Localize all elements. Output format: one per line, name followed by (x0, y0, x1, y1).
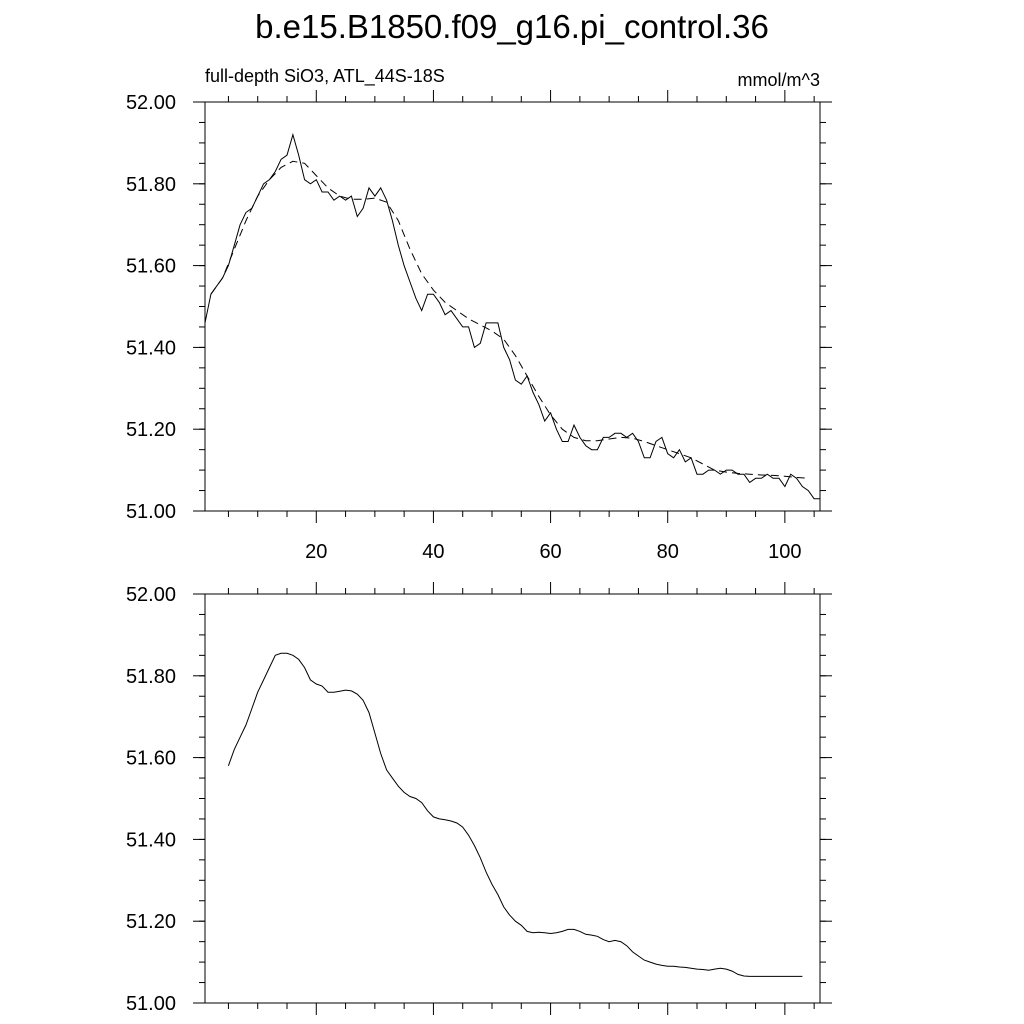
top-x-tick-label: 60 (539, 541, 561, 563)
top-plot-frame (204, 101, 821, 512)
bottom-panel: 51.00 51.20 51.40 51.60 51.80 52.00 (126, 582, 832, 1015)
top-y-tick-label: 51.20 (126, 419, 176, 441)
bottom-y-tick-label: 51.80 (126, 666, 176, 688)
top-y-tick-label: 51.60 (126, 256, 176, 278)
top-y-tick-label: 51.80 (126, 174, 176, 196)
top-x-tick-label: 20 (305, 541, 327, 563)
chart-title: b.e15.B1850.f09_g16.pi_control.36 (255, 8, 769, 45)
bottom-y-tick-label: 51.00 (126, 993, 176, 1015)
top-series-solid-line (204, 132, 820, 500)
top-x-tick-label: 40 (422, 541, 444, 563)
top-series-dashed-line (210, 160, 809, 479)
bottom-series-group (227, 652, 803, 977)
bottom-y-tick-label: 52.00 (126, 584, 176, 606)
top-axis-ticks: 51.00 51.20 51.40 51.60 51.80 52.00 20 40 60 80 10… (126, 90, 832, 563)
top-series-group (204, 132, 820, 500)
bottom-plot-frame (204, 593, 821, 1004)
bottom-y-tick-label: 51.20 (126, 911, 176, 933)
top-subtitle-right: mmol/m^3 (738, 70, 820, 90)
bottom-y-tick-label: 51.40 (126, 829, 176, 851)
bottom-series-solid-line (227, 652, 803, 977)
top-x-tick-label: 80 (657, 541, 679, 563)
bottom-axis-ticks: 51.00 51.20 51.40 51.60 51.80 52.00 (126, 582, 832, 1015)
top-y-tick-label: 52.00 (126, 92, 176, 114)
top-subtitle-left: full-depth SiO3, ATL_44S-18S (205, 66, 445, 87)
top-x-tick-label: 100 (768, 541, 801, 563)
bottom-y-tick-label: 51.60 (126, 748, 176, 770)
top-y-tick-label: 51.40 (126, 337, 176, 359)
top-y-tick-label: 51.00 (126, 501, 176, 523)
top-panel: full-depth SiO3, ATL_44S-18S mmol/m^3 51… (126, 66, 832, 563)
